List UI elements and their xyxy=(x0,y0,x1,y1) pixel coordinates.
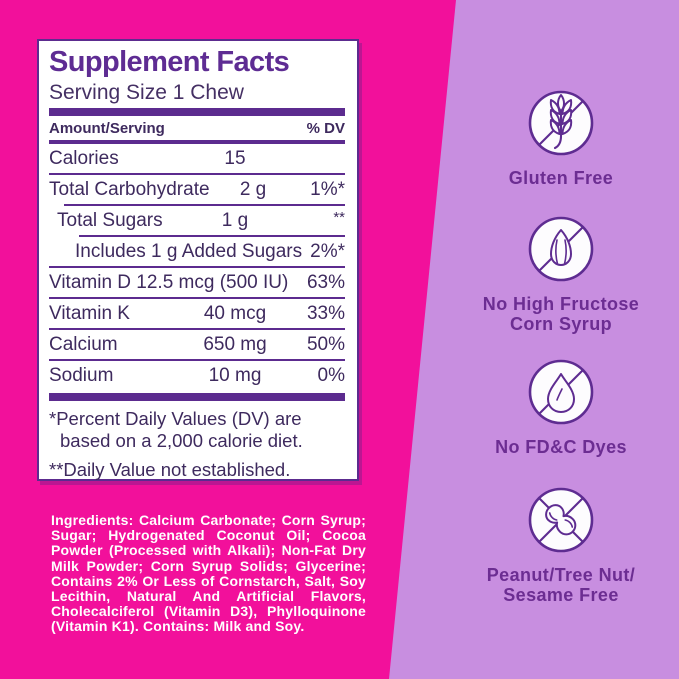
feature-label-line: No High Fructose xyxy=(482,294,640,314)
feature-label: No FD&C Dyes xyxy=(441,437,679,457)
nutrient-name: Calcium xyxy=(49,333,118,355)
wheat-crossed-icon xyxy=(528,90,594,156)
feature-label: Peanut/Tree Nut/ Sesame Free xyxy=(441,565,679,605)
feature-label: No High Fructose Corn Syrup xyxy=(441,294,679,334)
feature-label: Gluten Free xyxy=(441,168,679,188)
droplet-crossed-icon xyxy=(528,359,594,425)
table-header: Amount/Serving % DV xyxy=(49,116,345,140)
footnote-not-established: **Daily Value not established. xyxy=(49,459,291,480)
nutrient-amount: 10 mg xyxy=(208,364,262,386)
nutrient-name: Vitamin K xyxy=(49,302,130,324)
table-row-calcium: Calcium 650 mg 50% xyxy=(49,330,345,359)
divider-thick-top xyxy=(49,108,345,116)
column-amount-serving: Amount/Serving xyxy=(49,119,165,137)
feature-nut-free: Peanut/Tree Nut/ Sesame Free xyxy=(441,487,679,605)
divider-hairline xyxy=(49,266,345,268)
feature-label-line: Sesame Free xyxy=(503,585,619,605)
corn-crossed-icon xyxy=(528,216,594,282)
feature-label-line: Corn Syrup xyxy=(509,314,612,334)
divider-hairline xyxy=(79,235,345,237)
table-row-vitamin-d: Vitamin D 12.5 mcg (500 IU) 63% xyxy=(49,268,345,297)
nutrient-dv: 1%* xyxy=(310,178,345,200)
footnote-dv-line1: *Percent Daily Values (DV) are xyxy=(49,408,302,429)
supplement-facts-panel: Supplement Facts Serving Size 1 Chew Amo… xyxy=(37,39,359,481)
nutrient-name: Vitamin D 12.5 mcg (500 IU) xyxy=(49,271,289,293)
feature-gluten-free: Gluten Free xyxy=(441,90,679,188)
table-row-calories: Calories 15 xyxy=(49,144,345,173)
footnotes: *Percent Daily Values (DV) are based on … xyxy=(49,408,345,481)
nutrient-name: Calories xyxy=(49,147,119,169)
divider-hairline xyxy=(49,328,345,330)
nutrient-amount: 15 xyxy=(224,147,246,169)
nutrient-dv: 0% xyxy=(317,364,345,386)
nutrient-dv: ** xyxy=(333,209,345,226)
nutrient-amount: 1 g xyxy=(221,209,249,231)
divider-thick-bottom xyxy=(49,393,345,401)
nutrient-name: Sodium xyxy=(49,364,114,386)
divider-hairline xyxy=(49,359,345,361)
nutrient-amount: 2 g xyxy=(239,178,267,200)
nutrient-amount: 650 mg xyxy=(203,333,267,355)
nutrient-dv: 63% xyxy=(306,271,345,293)
feature-label-line: Gluten Free xyxy=(508,168,614,188)
feature-label-line: No FD&C Dyes xyxy=(495,437,627,457)
table-row-sodium: Sodium 10 mg 0% xyxy=(49,361,345,390)
table-row-vitamin-k: Vitamin K 40 mcg 33% xyxy=(49,299,345,328)
nutrient-amount: 40 mcg xyxy=(203,302,267,324)
feature-no-hfcs: No High Fructose Corn Syrup xyxy=(441,216,679,334)
nutrient-name: Includes 1 g Added Sugars xyxy=(75,240,303,262)
supplement-facts-title: Supplement Facts xyxy=(49,46,290,78)
divider-hairline xyxy=(64,204,345,206)
nutrient-dv: 33% xyxy=(306,302,345,324)
table-row-added-sugars: Includes 1 g Added Sugars 2%* xyxy=(49,237,345,266)
divider-hairline xyxy=(49,297,345,299)
divider-medium xyxy=(49,140,345,144)
column-percent-dv: % DV xyxy=(306,119,345,137)
table-row-total-sugars: Total Sugars 1 g ** xyxy=(49,206,345,235)
table-row-total-carbohydrate: Total Carbohydrate 2 g 1%* xyxy=(49,175,345,204)
feature-label-line: Peanut/Tree Nut/ xyxy=(486,565,636,585)
peanut-crossed-icon xyxy=(528,487,594,553)
nutrient-name: Total Carbohydrate xyxy=(49,178,210,200)
nutrient-dv: 50% xyxy=(306,333,345,355)
divider-hairline xyxy=(49,173,345,175)
nutrient-dv: 2%* xyxy=(310,240,345,262)
footnote-dv-line2: based on a 2,000 calorie diet. xyxy=(60,430,303,451)
ingredients-paragraph: Ingredients: Calcium Carbonate; Corn Syr… xyxy=(51,512,366,635)
feature-no-fdc-dyes: No FD&C Dyes xyxy=(441,359,679,457)
nutrient-name: Total Sugars xyxy=(57,209,163,231)
serving-size: Serving Size 1 Chew xyxy=(49,81,244,104)
